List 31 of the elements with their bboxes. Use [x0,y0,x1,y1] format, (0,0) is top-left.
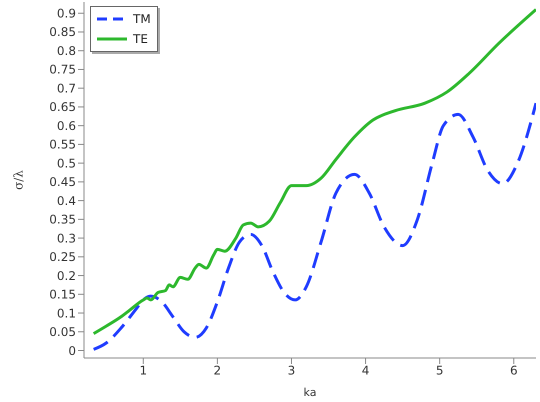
x-tick-label: 2 [214,364,222,378]
x-tick-label: 5 [436,364,444,378]
y-tick-label: 0 [68,344,76,358]
y-tick-label: 0.85 [49,25,76,40]
y-tick-label: 0.4 [56,194,76,208]
x-tick-label: 4 [362,364,370,378]
y-tick-label: 0.5 [56,156,76,170]
y-tick-label: 0.1 [56,306,76,320]
y-tick-label: 0.45 [49,175,76,190]
y-tick-label: 0.7 [56,81,76,96]
y-tick-label: 0.6 [56,118,76,133]
line-series [92,8,536,336]
x-tick-label: 1 [139,364,148,378]
legend-label: TM [133,12,151,26]
y-tick-label: 0.65 [49,100,76,114]
y-tick-label: 0.25 [49,250,76,264]
line-series [92,102,536,351]
y-tick-label: 0.9 [56,6,76,20]
y-tick-label: 0.05 [49,325,76,340]
y-tick-label: 0.2 [56,268,76,283]
y-tick-label: 0.55 [49,138,76,152]
x-axis-title: ka [304,386,316,399]
legend-label: TE [133,32,148,46]
y-tick-label: 0.8 [56,44,76,58]
y-tick-label: 0.35 [49,212,76,227]
x-tick-label: 3 [288,364,296,378]
y-tick-label: 0.15 [49,288,76,302]
y-tick-label: 0.75 [49,62,76,77]
y-tick-label: 0.3 [56,231,76,246]
y-axis-title: σ/λ [11,170,26,190]
x-tick-label: 6 [510,364,518,378]
